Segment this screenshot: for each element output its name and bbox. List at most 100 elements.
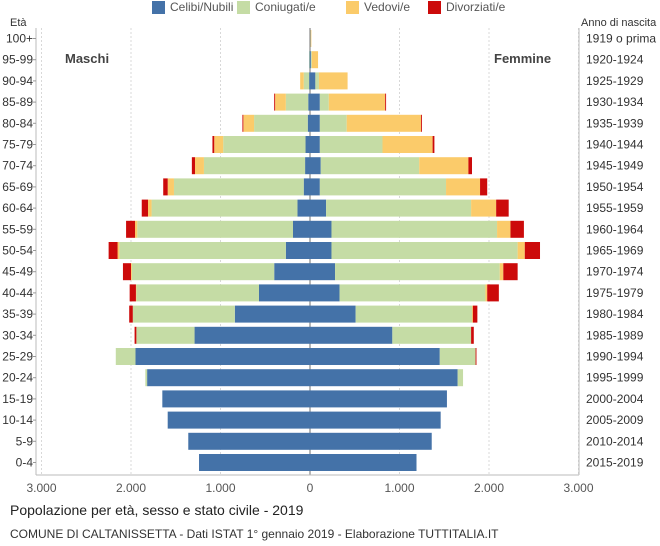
bar-female-divorziati-e[interactable] [468, 157, 472, 175]
bar-female-celibi-nubili[interactable] [310, 390, 447, 408]
bar-female-coniugati-e[interactable] [319, 136, 383, 153]
bar-male-coniugati-e[interactable] [119, 242, 286, 259]
bar-male-coniugati-e[interactable] [115, 348, 136, 365]
bar-female-divorziati-e[interactable] [480, 178, 488, 196]
bar-male-celibi-nubili[interactable] [292, 220, 310, 238]
bar-female-celibi-nubili[interactable] [310, 157, 321, 175]
bar-female-coniugati-e[interactable] [320, 157, 420, 175]
bar-male-divorziati-e[interactable] [191, 157, 195, 175]
bar-male-vedovi-e[interactable] [167, 178, 174, 196]
bar-female-coniugati-e[interactable] [335, 263, 500, 281]
bar-female-celibi-nubili[interactable] [310, 51, 311, 69]
bar-male-celibi-nubili[interactable] [305, 157, 310, 175]
bar-female-coniugati-e[interactable] [331, 220, 498, 238]
bar-male-coniugati-e[interactable] [303, 72, 310, 90]
bar-male-vedovi-e[interactable] [135, 220, 138, 238]
bar-male-vedovi-e[interactable] [131, 263, 132, 281]
bar-female-divorziati-e[interactable] [472, 305, 478, 323]
bar-female-coniugati-e[interactable] [315, 72, 319, 90]
bar-male-celibi-nubili[interactable] [305, 136, 310, 153]
bar-female-coniugati-e[interactable] [319, 93, 329, 111]
bar-male-celibi-nubili[interactable] [258, 284, 310, 302]
bar-male-divorziati-e[interactable] [242, 114, 244, 132]
bar-female-vedovi-e[interactable] [497, 220, 511, 238]
bar-female-divorziati-e[interactable] [487, 284, 499, 302]
bar-male-celibi-nubili[interactable] [188, 432, 310, 450]
bar-female-coniugati-e[interactable] [355, 305, 472, 323]
bar-male-coniugati-e[interactable] [203, 157, 306, 175]
bar-male-coniugati-e[interactable] [223, 136, 306, 153]
bar-female-celibi-nubili[interactable] [310, 411, 441, 429]
bar-female-celibi-nubili[interactable] [310, 72, 316, 90]
legend-item-celibi[interactable]: Celibi/Nubili [152, 0, 233, 14]
bar-male-celibi-nubili[interactable] [285, 242, 310, 259]
bar-male-coniugati-e[interactable] [136, 284, 259, 302]
bar-female-celibi-nubili[interactable] [310, 263, 336, 281]
bar-female-vedovi-e[interactable] [471, 305, 473, 323]
bar-female-celibi-nubili[interactable] [310, 454, 417, 471]
bar-male-celibi-nubili[interactable] [234, 305, 310, 323]
bar-female-vedovi-e[interactable] [346, 114, 421, 132]
bar-female-divorziati-e[interactable] [471, 326, 474, 344]
bar-female-divorziati-e[interactable] [420, 114, 422, 132]
bar-female-coniugati-e[interactable] [326, 199, 472, 217]
bar-female-coniugati-e[interactable] [439, 348, 476, 365]
bar-male-celibi-nubili[interactable] [303, 178, 310, 196]
bar-male-coniugati-e[interactable] [136, 326, 195, 344]
bar-female-celibi-nubili[interactable] [310, 284, 340, 302]
bar-female-celibi-nubili[interactable] [310, 369, 458, 387]
bar-male-celibi-nubili[interactable] [308, 93, 310, 111]
bar-female-celibi-nubili[interactable] [310, 178, 320, 196]
bar-female-vedovi-e[interactable] [311, 51, 319, 69]
bar-male-vedovi-e[interactable] [243, 114, 255, 132]
bar-female-coniugati-e[interactable] [319, 178, 447, 196]
bar-male-celibi-nubili[interactable] [194, 326, 310, 344]
bar-male-coniugati-e[interactable] [151, 199, 298, 217]
bar-male-celibi-nubili[interactable] [162, 390, 310, 408]
bar-male-coniugati-e[interactable] [145, 369, 148, 387]
bar-female-coniugati-e[interactable] [392, 326, 472, 344]
legend-item-divorziati[interactable]: Divorziati/e [428, 0, 505, 14]
bar-female-vedovi-e[interactable] [318, 72, 348, 90]
bar-male-celibi-nubili[interactable] [309, 72, 310, 90]
bar-male-coniugati-e[interactable] [131, 263, 275, 281]
bar-female-celibi-nubili[interactable] [310, 326, 393, 344]
legend-item-vedovi[interactable]: Vedovi/e [346, 0, 410, 14]
bar-male-celibi-nubili[interactable] [147, 369, 310, 387]
bar-female-celibi-nubili[interactable] [310, 199, 327, 217]
bar-female-coniugati-e[interactable] [319, 114, 347, 132]
bar-male-vedovi-e[interactable] [300, 72, 304, 90]
bar-female-vedovi-e[interactable] [446, 178, 481, 196]
bar-male-divorziati-e[interactable] [274, 93, 276, 111]
bar-male-divorziati-e[interactable] [129, 305, 133, 323]
bar-female-celibi-nubili[interactable] [310, 93, 320, 111]
bar-female-coniugati-e[interactable] [310, 51, 312, 69]
bar-male-vedovi-e[interactable] [148, 199, 152, 217]
bar-female-vedovi-e[interactable] [471, 199, 497, 217]
bar-male-celibi-nubili[interactable] [297, 199, 310, 217]
bar-female-divorziati-e[interactable] [510, 220, 524, 238]
bar-male-celibi-nubili[interactable] [135, 348, 310, 365]
bar-male-coniugati-e[interactable] [132, 305, 235, 323]
bar-male-vedovi-e[interactable] [275, 93, 286, 111]
bar-female-vedovi-e[interactable] [382, 136, 433, 153]
bar-male-divorziati-e[interactable] [108, 242, 118, 259]
legend-item-coniugati[interactable]: Coniugati/e [237, 0, 316, 14]
bar-female-celibi-nubili[interactable] [310, 305, 356, 323]
bar-female-celibi-nubili[interactable] [310, 220, 332, 238]
bar-female-vedovi-e[interactable] [485, 284, 488, 302]
bar-male-divorziati-e[interactable] [129, 284, 136, 302]
bar-male-celibi-nubili[interactable] [199, 454, 310, 471]
bar-male-vedovi-e[interactable] [214, 136, 224, 153]
bar-female-vedovi-e[interactable] [499, 263, 504, 281]
bar-female-vedovi-e[interactable] [310, 30, 312, 47]
bar-female-celibi-nubili[interactable] [310, 114, 320, 132]
bar-female-celibi-nubili[interactable] [310, 348, 440, 365]
bar-female-celibi-nubili[interactable] [310, 432, 432, 450]
bar-male-vedovi-e[interactable] [117, 242, 120, 259]
bar-female-coniugati-e[interactable] [457, 369, 464, 387]
bar-female-celibi-nubili[interactable] [310, 242, 332, 259]
bar-male-coniugati-e[interactable] [285, 93, 309, 111]
bar-male-celibi-nubili[interactable] [274, 263, 310, 281]
bar-male-celibi-nubili[interactable] [307, 114, 310, 132]
